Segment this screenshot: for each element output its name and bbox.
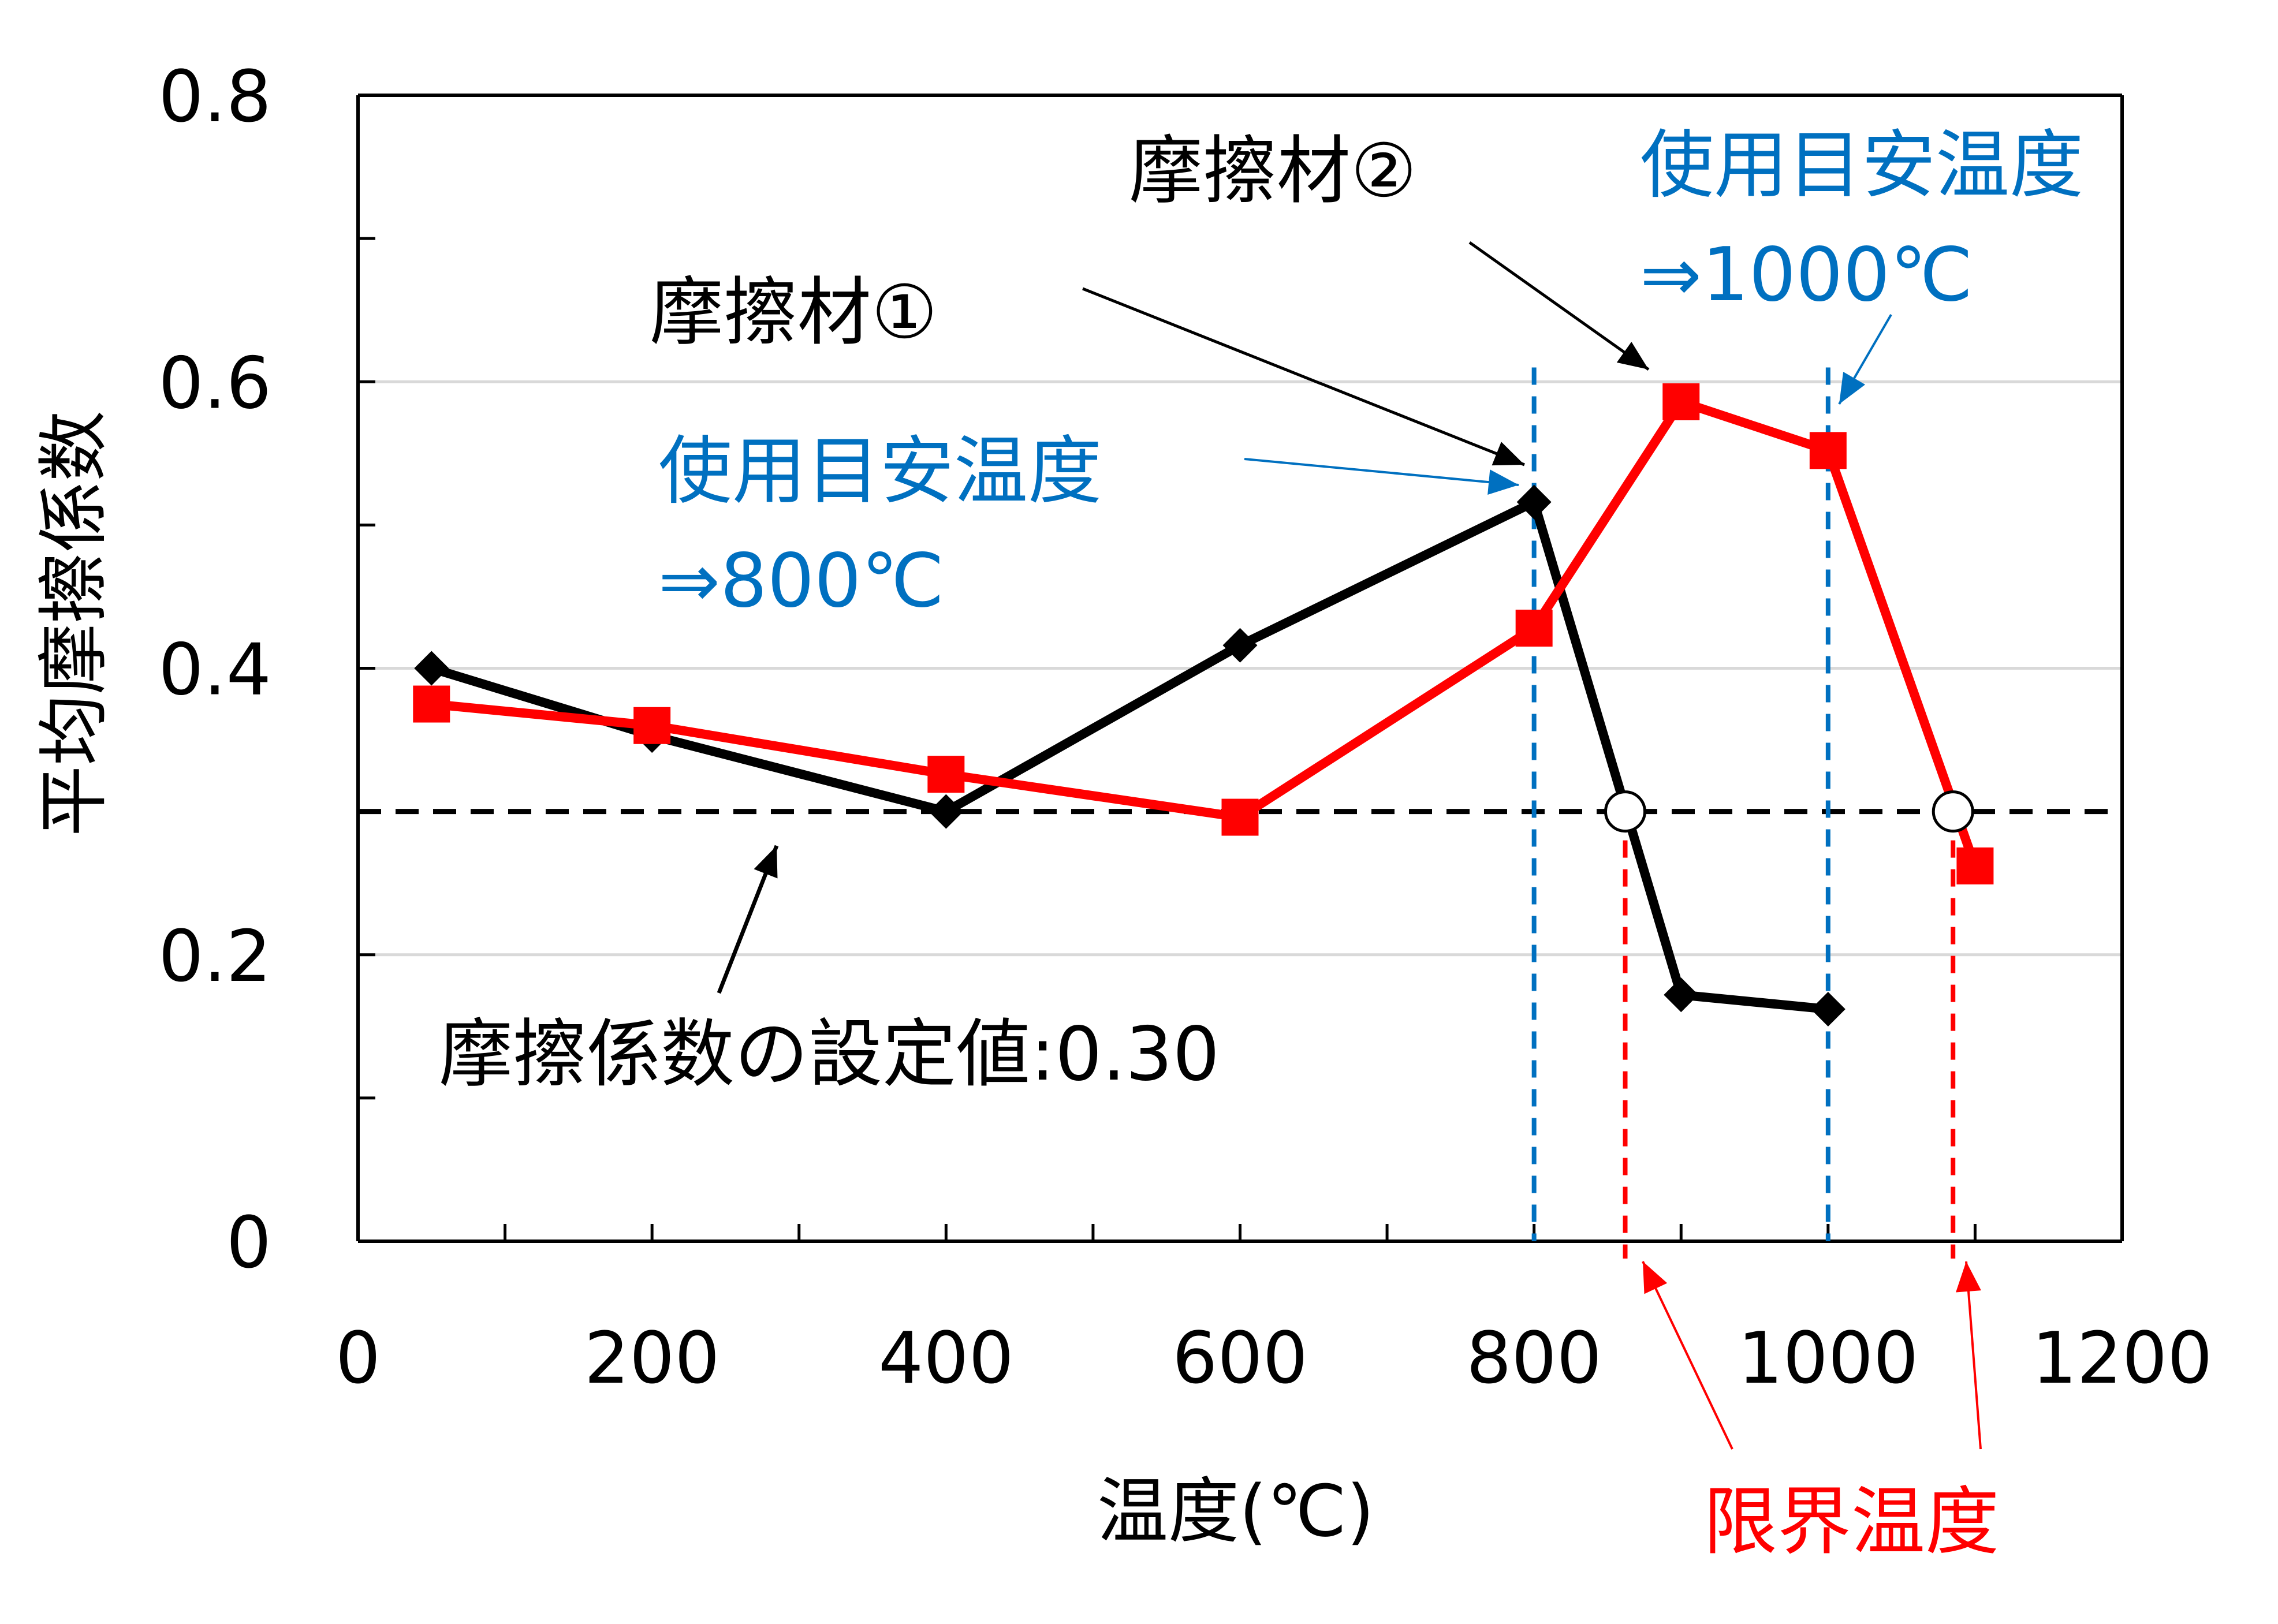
label-usage-temp-2-title: 使用目安温度: [1640, 122, 2083, 208]
x-tick-label: 1000: [1738, 1317, 1918, 1400]
limit-point-circle: [1604, 790, 1647, 833]
x-tick-label: 400: [878, 1317, 1014, 1400]
data-point-diamond: [1222, 628, 1258, 663]
y-tick-label: 0.8: [158, 56, 271, 139]
data-point-square: [413, 685, 450, 723]
label-setpoint: 摩擦係数の設定値:0.30: [439, 1011, 1220, 1097]
y-tick-label: 0.2: [158, 916, 271, 998]
y-tick-label: 0.6: [158, 342, 271, 425]
data-point-diamond: [1810, 992, 1845, 1027]
series-line-2: [431, 397, 1979, 868]
x-tick-label: 200: [584, 1317, 720, 1400]
arrow-limit-temp-1-head: [1643, 1261, 1668, 1294]
data-point-square: [633, 707, 671, 744]
arrow-limit-temp-1: [1642, 1261, 1733, 1450]
arrow-limit-temp-2: [1965, 1261, 1982, 1450]
arrow-setpoint-head: [754, 846, 778, 879]
arrow-material-2: [1468, 241, 1650, 371]
x-tick-label: 1200: [2031, 1317, 2212, 1400]
arrow-material-1-head: [1492, 442, 1524, 466]
limit-point-circle: [1932, 790, 1974, 833]
x-tick-label: 0: [335, 1317, 381, 1400]
arrow-usage-temp-2-head: [1839, 371, 1866, 404]
label-usage-temp-1-title: 使用目安温度: [658, 428, 1102, 514]
data-point-square: [1956, 847, 1994, 884]
arrow-material-2-head: [1616, 341, 1649, 369]
x-axis-title: 温度(℃): [1097, 1470, 1374, 1553]
data-point-diamond: [414, 651, 449, 686]
label-usage-temp-1-value: ⇒800℃: [658, 538, 944, 624]
annotations: 摩擦材① 摩擦材② 使用目安温度 ⇒800℃ 使用目安温度 ⇒1000℃ 限界温度 摩擦係数の…: [439, 122, 2083, 1565]
series-layer: [413, 383, 1994, 1027]
label-limit-temp: 限界温度: [1703, 1479, 1999, 1565]
data-point-square: [927, 756, 965, 793]
series-line-1: [430, 497, 1829, 1014]
arrow-usage-temp-1-head: [1487, 469, 1519, 495]
x-tick-label: 600: [1172, 1317, 1308, 1400]
tick-labels: 0 200 400 600 800 1000 1200 0 0.2 0.4 0.6 0.8: [158, 56, 2212, 1400]
data-point-diamond: [1516, 484, 1552, 520]
arrow-limit-temp-2-head: [1956, 1261, 1981, 1293]
x-tick-label: 800: [1466, 1317, 1602, 1400]
data-point-square: [1809, 432, 1847, 469]
label-material-1: 摩擦材①: [650, 270, 938, 356]
label-usage-temp-2-value: ⇒1000℃: [1640, 232, 1973, 318]
data-point-diamond: [929, 794, 964, 829]
data-point-diamond: [1664, 977, 1699, 1013]
label-material-2: 摩擦材②: [1129, 128, 1417, 214]
arrow-material-1: [1082, 287, 1525, 466]
arrow-usage-temp-1: [1244, 458, 1519, 486]
data-point-square: [1662, 383, 1700, 420]
data-point-square: [1221, 798, 1259, 836]
y-axis-title: 平均摩擦係数: [33, 410, 115, 837]
data-point-square: [1515, 610, 1553, 647]
y-tick-label: 0: [226, 1202, 271, 1285]
y-tick-label: 0.4: [158, 629, 271, 712]
